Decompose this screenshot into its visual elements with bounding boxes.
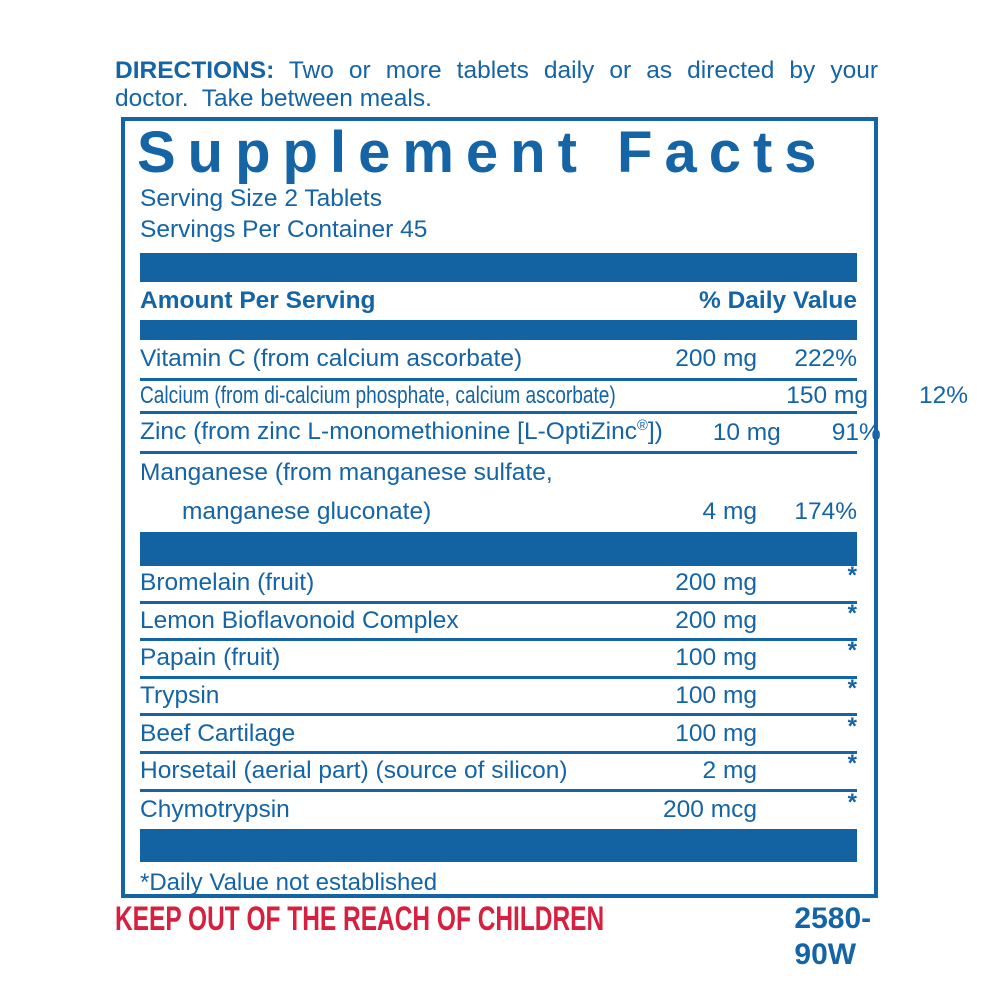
nutrient-amount: 100 mg <box>675 719 757 747</box>
nutrient-daily-value: * <box>847 599 857 627</box>
nutrient-name: Bromelain (fruit) <box>140 569 315 597</box>
directions-line2: doctor. Take between meals. <box>115 84 432 112</box>
nutrient-amount: 200 mcg <box>663 796 757 824</box>
nutrient-amount: 2 mg <box>702 757 757 785</box>
nutrient-amount: 200 mg <box>675 345 757 372</box>
nutrient-daily-value: * <box>847 750 857 778</box>
divider-bar-top <box>140 253 857 282</box>
nutrient-name: Manganese (from manganese sulfate, <box>140 459 553 486</box>
nutrient-name: Vitamin C (from calcium ascorbate) <box>140 345 523 372</box>
nutrient-amount: 200 mg <box>675 606 757 634</box>
nutrient-amount: 100 mg <box>675 644 757 672</box>
header-amount-per-serving: Amount Per Serving <box>140 287 376 314</box>
nutrient-daily-value: * <box>847 789 857 817</box>
nutrient-daily-value: 91% <box>831 418 881 446</box>
directions-label: DIRECTIONS: <box>115 57 275 84</box>
nutrient-amount: 100 mg <box>675 682 757 710</box>
nutrient-name-continued: manganese gluconate) <box>182 498 432 525</box>
nutrient-daily-value: 174% <box>794 498 857 525</box>
nutrient-row: Papain (fruit) 100 mg * <box>140 637 857 679</box>
nutrient-name: Horsetail (aerial part) (source of silic… <box>140 757 568 785</box>
header-daily-value: % Daily Value <box>699 287 857 314</box>
divider-bar-bottom <box>140 829 857 863</box>
nutrient-daily-value: * <box>847 637 857 665</box>
nutrient-row: Manganese (from manganese sulfate, mangan… <box>140 454 857 532</box>
nutrient-row: Calcium (from di-calcium phosphate, calc… <box>140 381 968 414</box>
directions-text: Two or more tablets daily or as directed… <box>288 57 878 84</box>
nutrient-daily-value: 222% <box>794 345 857 372</box>
nutrient-name: Calcium (from di-calcium phosphate, calc… <box>140 382 616 409</box>
nutrient-amount: 10 mg <box>712 418 781 446</box>
nutrient-name: Trypsin <box>140 682 220 710</box>
serving-size: Serving Size 2 Tablets <box>140 185 382 212</box>
nutrient-daily-value: * <box>847 675 857 703</box>
nutrient-name: Chymotrypsin <box>140 796 290 824</box>
divider-bar-middle <box>140 532 857 566</box>
table-header: Amount Per Serving % Daily Value <box>140 282 857 320</box>
daily-value-footnote: *Daily Value not established <box>140 869 438 897</box>
nutrient-row: Vitamin C (from calcium ascorbate) 200 mg… <box>140 340 857 381</box>
nutrient-row: Bromelain (fruit) 200 mg * <box>140 562 857 604</box>
directions-line1: DIRECTIONS: Two or more tablets daily or… <box>115 57 878 85</box>
nutrient-amount: 4 mg <box>702 498 757 525</box>
nutrient-row: Horsetail (aerial part) (source of silic… <box>140 750 857 792</box>
footer: KEEP OUT OF THE REACH OF CHILDREN 2580-9… <box>115 901 878 973</box>
nutrient-daily-value: * <box>847 562 857 590</box>
nutrient-amount: 150 mg <box>786 382 868 409</box>
nutrient-daily-value: * <box>847 712 857 740</box>
directions: DIRECTIONS: Two or more tablets daily or… <box>115 57 878 112</box>
nutrient-row: Zinc (from zinc L-monomethionine [L-Opti… <box>140 414 881 454</box>
servings-per-container: Servings Per Container 45 <box>140 216 428 243</box>
nutrient-rows-vitamins: Vitamin C (from calcium ascorbate) 200 mg… <box>140 340 968 532</box>
nutrient-daily-value: 12% <box>918 382 968 409</box>
nutrient-name: Lemon Bioflavonoid Complex <box>140 606 459 634</box>
nutrient-name: Beef Cartilage <box>140 719 296 747</box>
nutrient-row: Trypsin 100 mg * <box>140 675 857 717</box>
keep-out-warning: KEEP OUT OF THE REACH OF CHILDREN <box>115 900 605 938</box>
nutrient-row: Beef Cartilage 100 mg * <box>140 712 857 754</box>
nutrient-rows-botanicals: Bromelain (fruit) 200 mg * Lemon Bioflavono… <box>140 562 857 830</box>
nutrient-amount: 200 mg <box>675 569 757 597</box>
supplement-facts-panel: Supplement Facts Serving Size 2 Tablets … <box>121 117 968 898</box>
divider-bar-header <box>140 320 857 340</box>
nutrient-row: Chymotrypsin 200 mcg * <box>140 789 857 830</box>
nutrient-row: Lemon Bioflavonoid Complex 200 mg * <box>140 600 857 642</box>
nutrient-name: Papain (fruit) <box>140 644 281 672</box>
nutrient-name: Zinc (from zinc L-monomethionine [L-Opti… <box>140 418 663 446</box>
product-code: 2580-90W <box>794 902 872 971</box>
panel-title: Supplement Facts <box>137 120 829 185</box>
